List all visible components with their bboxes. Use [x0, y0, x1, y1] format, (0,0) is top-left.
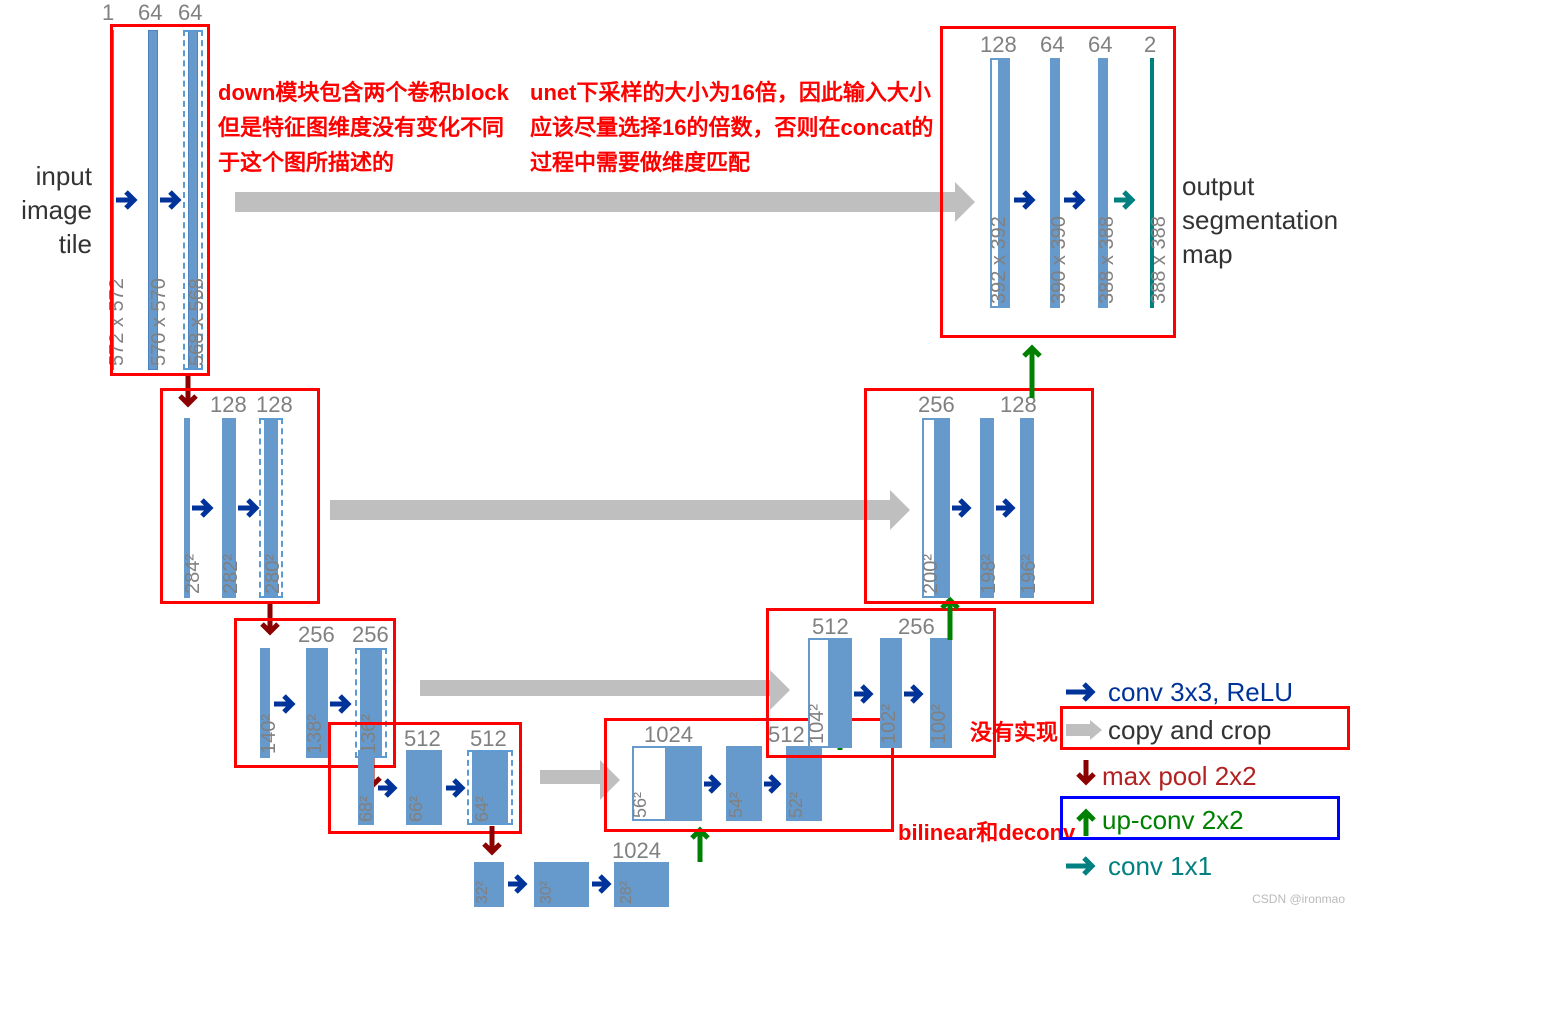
enc-box-1	[160, 388, 320, 604]
conv-arrow-icon	[592, 874, 616, 894]
watermark: CSDN @ironmao	[1252, 892, 1345, 906]
up-arrow-icon	[1076, 804, 1096, 836]
legend-pool: max pool 2x2	[1076, 756, 1257, 796]
red-note-2: unet下采样的大小为16倍，因此输入大小应该尽量选择16的倍数，否则在conc…	[530, 75, 950, 181]
up-arrow-icon	[1022, 338, 1042, 398]
skip-1	[330, 500, 890, 520]
enc-box-0	[110, 24, 210, 376]
red-note-1: down模块包含两个卷积block但是特征图维度没有变化不同于这个图所描述的	[218, 75, 518, 181]
enc-l4-d0: 32²	[474, 881, 492, 904]
dec-box-0	[940, 26, 1176, 338]
enc-l0-ch0: 1	[102, 0, 114, 26]
enc-l4-ch2: 1024	[612, 838, 661, 864]
enc-box-3	[328, 722, 522, 834]
conv-arrow-icon	[1066, 682, 1102, 702]
legend-up: up-conv 2x2	[1076, 800, 1244, 840]
conv1x1-arrow-icon	[1066, 856, 1102, 876]
red-note-4: bilinear和deconv	[898, 815, 1075, 850]
enc-l0-ch1: 64	[138, 0, 162, 26]
copy-arrow-icon	[1066, 720, 1102, 740]
input-label: input image tile	[12, 160, 92, 261]
skip-2	[420, 680, 770, 696]
legend-copy: copy and crop	[1066, 710, 1271, 750]
conv-arrow-icon	[508, 874, 532, 894]
pool-arrow-icon	[1076, 760, 1096, 792]
enc-l4-d1: 30²	[538, 881, 556, 904]
skip-0	[235, 192, 955, 212]
enc-l0-ch2: 64	[178, 0, 202, 26]
skip-3	[540, 770, 600, 784]
dec-box-2	[766, 608, 996, 758]
legend-1x1: conv 1x1	[1066, 846, 1212, 886]
enc-l4-d2: 28²	[618, 881, 636, 904]
output-label: output segmentation map	[1182, 170, 1338, 271]
pool-arrow-icon	[482, 826, 502, 864]
dec-box-1	[864, 388, 1094, 604]
